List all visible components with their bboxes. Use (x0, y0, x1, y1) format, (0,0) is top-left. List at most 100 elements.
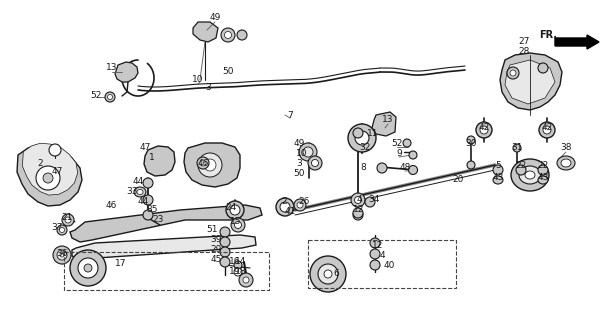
Text: 15: 15 (230, 218, 242, 227)
Circle shape (467, 136, 475, 144)
Text: 31: 31 (511, 143, 523, 153)
Text: 24: 24 (225, 204, 237, 212)
Bar (308, 240, 456, 288)
Circle shape (409, 151, 417, 159)
Text: 29: 29 (210, 245, 222, 254)
Circle shape (516, 165, 526, 175)
Circle shape (234, 268, 242, 276)
Text: 47: 47 (139, 143, 151, 153)
Text: 38: 38 (560, 143, 572, 153)
Text: 2: 2 (37, 158, 43, 167)
Circle shape (49, 144, 61, 156)
Polygon shape (70, 205, 262, 242)
Circle shape (200, 160, 206, 166)
Text: 35: 35 (146, 205, 157, 214)
Polygon shape (184, 143, 240, 187)
Circle shape (221, 28, 235, 42)
Circle shape (324, 270, 332, 278)
Text: 10: 10 (192, 76, 204, 84)
Text: 51: 51 (206, 226, 218, 235)
Polygon shape (115, 62, 138, 82)
Polygon shape (372, 112, 396, 136)
Text: 47: 47 (51, 167, 63, 177)
Polygon shape (72, 235, 256, 260)
Circle shape (143, 195, 153, 205)
Text: 4: 4 (356, 196, 362, 204)
Text: 34: 34 (368, 196, 380, 204)
Circle shape (143, 210, 153, 220)
Polygon shape (193, 22, 218, 42)
Polygon shape (505, 60, 555, 104)
Circle shape (143, 178, 153, 188)
Circle shape (294, 199, 306, 211)
Circle shape (59, 228, 64, 233)
Polygon shape (22, 143, 78, 195)
Polygon shape (17, 145, 82, 206)
Ellipse shape (561, 159, 571, 167)
Text: 23: 23 (152, 215, 163, 225)
Text: 11: 11 (367, 129, 379, 138)
Ellipse shape (511, 159, 549, 191)
Circle shape (60, 253, 64, 257)
Text: 37: 37 (51, 223, 63, 233)
Ellipse shape (519, 166, 541, 184)
Text: 49: 49 (293, 139, 305, 148)
Circle shape (230, 205, 240, 215)
Circle shape (353, 128, 363, 138)
Ellipse shape (538, 176, 548, 184)
Circle shape (370, 249, 380, 259)
Circle shape (403, 139, 411, 147)
Text: 27: 27 (518, 37, 529, 46)
Text: 16: 16 (229, 258, 241, 267)
Circle shape (311, 159, 319, 166)
Circle shape (280, 202, 290, 212)
Circle shape (234, 221, 242, 228)
Circle shape (538, 165, 548, 175)
Text: 48: 48 (399, 163, 410, 172)
Text: 50: 50 (222, 68, 234, 76)
Text: 6: 6 (333, 268, 339, 277)
Ellipse shape (137, 189, 143, 195)
Text: 33: 33 (126, 188, 138, 196)
Text: 49: 49 (209, 13, 221, 22)
Text: 36: 36 (56, 250, 68, 259)
Text: 13: 13 (106, 63, 118, 73)
Circle shape (299, 143, 317, 161)
Circle shape (538, 63, 548, 73)
Circle shape (237, 30, 247, 40)
Text: 39: 39 (210, 236, 222, 244)
Circle shape (243, 277, 249, 283)
Text: 13: 13 (382, 116, 394, 124)
Text: 8: 8 (360, 164, 366, 172)
Circle shape (353, 208, 363, 218)
Circle shape (480, 126, 488, 134)
Text: 52: 52 (90, 91, 102, 100)
Text: 2: 2 (281, 197, 287, 206)
Text: 52: 52 (391, 139, 403, 148)
Circle shape (276, 198, 294, 216)
Circle shape (377, 163, 387, 173)
Text: 17: 17 (115, 259, 127, 268)
Circle shape (84, 264, 92, 272)
Text: 44: 44 (132, 178, 144, 187)
Text: 22: 22 (516, 162, 526, 171)
Ellipse shape (493, 176, 503, 184)
Polygon shape (500, 53, 562, 110)
Bar (64, 252, 269, 290)
Circle shape (348, 124, 376, 152)
Circle shape (105, 92, 115, 102)
Circle shape (467, 161, 475, 169)
Text: 42: 42 (478, 123, 490, 132)
Text: 44: 44 (138, 197, 148, 206)
Circle shape (220, 227, 230, 237)
Circle shape (70, 250, 106, 286)
Circle shape (308, 156, 322, 170)
Text: 4: 4 (379, 251, 385, 260)
Text: 42: 42 (542, 123, 553, 132)
Text: 12: 12 (372, 241, 383, 250)
Circle shape (78, 258, 98, 278)
Text: FR.: FR. (539, 30, 557, 40)
Circle shape (365, 197, 375, 207)
Ellipse shape (525, 171, 535, 179)
Circle shape (543, 126, 551, 134)
